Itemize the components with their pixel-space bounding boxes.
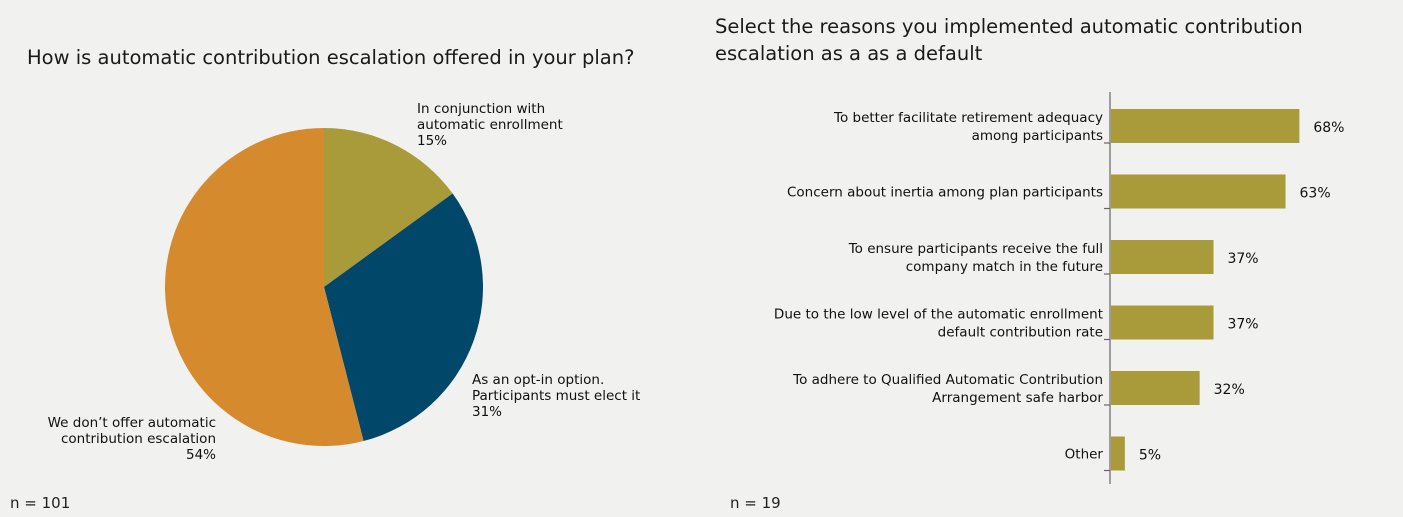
bar-chart-title: Select the reasons you implemented autom… xyxy=(715,15,1303,65)
pie-sample-size: n = 101 xyxy=(10,494,71,512)
pie-slice-value-2: 54% xyxy=(186,447,216,463)
bar-category-label-2: To ensure participants receive the full c… xyxy=(848,241,1103,275)
pie-slice-value-1: 31% xyxy=(472,404,502,420)
bar-0 xyxy=(1111,109,1300,143)
bar-sample-size: n = 19 xyxy=(730,494,781,512)
bar-chart: To better facilitate retirement adequacy… xyxy=(774,92,1344,484)
pie-slice-label-1: As an opt-in option. Participants must el… xyxy=(472,372,640,404)
bar-category-label-1: Concern about inertia among plan partici… xyxy=(787,185,1103,201)
bar-value-label-4: 32% xyxy=(1214,382,1245,398)
pie-chart-title: How is automatic contribution escalation… xyxy=(27,46,635,69)
pie-slice-label-0: In conjunction with automatic enrollment xyxy=(417,101,563,133)
pie-slice-label-2: We don’t offer automatic contribution esc… xyxy=(48,415,216,447)
pie-slice-0 xyxy=(324,128,453,287)
pie-panel: How is automatic contribution escalation… xyxy=(10,46,641,512)
bar-panel: Select the reasons you implemented autom… xyxy=(705,0,1403,517)
bar-category-label-4: To adhere to Qualified Automatic Contrib… xyxy=(792,372,1103,406)
bar-category-label-0: To better facilitate retirement adequacy… xyxy=(833,110,1103,144)
bar-value-label-2: 37% xyxy=(1227,251,1258,267)
bar-value-label-3: 37% xyxy=(1227,317,1258,333)
bar-value-label-1: 63% xyxy=(1300,186,1331,202)
bar-3 xyxy=(1111,305,1214,340)
pie-slice-value-0: 15% xyxy=(417,133,447,149)
bar-2 xyxy=(1111,240,1214,274)
bar-4 xyxy=(1111,371,1200,405)
bar-category-label-5: Other xyxy=(1065,447,1104,463)
bar-category-label-3: Due to the low level of the automatic en… xyxy=(774,307,1103,341)
bar-value-label-0: 68% xyxy=(1313,120,1344,136)
bar-value-label-5: 5% xyxy=(1139,448,1161,464)
bar-1 xyxy=(1111,174,1286,209)
bar-5 xyxy=(1111,436,1125,471)
pie-slice-2 xyxy=(165,128,364,446)
pie-chart: In conjunction with automatic enrollment1… xyxy=(48,101,641,463)
pie-slice-1 xyxy=(324,193,483,442)
